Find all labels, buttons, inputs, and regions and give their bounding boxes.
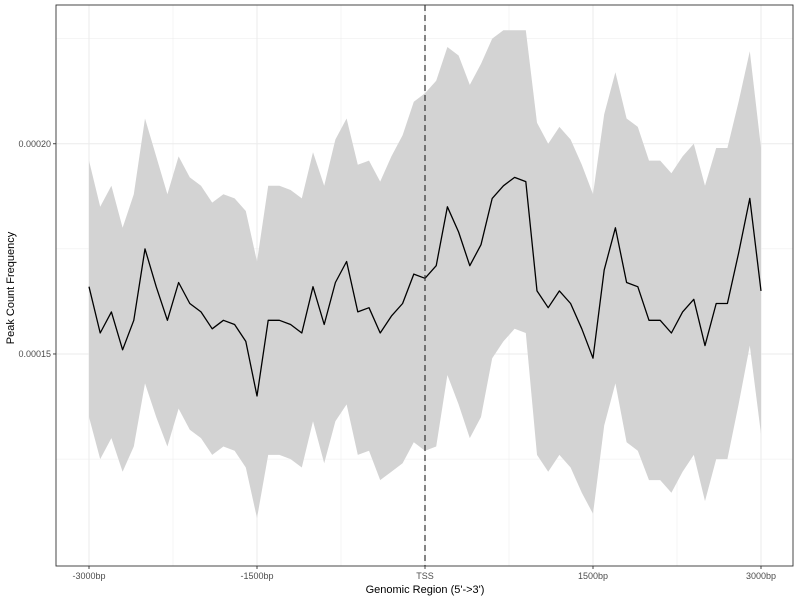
x-axis-title: Genomic Region (5'->3') bbox=[366, 584, 485, 596]
x-tick-label: -3000bp bbox=[72, 571, 105, 581]
x-tick-label: -1500bp bbox=[240, 571, 273, 581]
x-tick-label: 3000bp bbox=[746, 571, 776, 581]
x-tick-label: TSS bbox=[416, 571, 434, 581]
y-tick-label: 0.00020 bbox=[18, 139, 51, 149]
x-tick-label: 1500bp bbox=[578, 571, 608, 581]
axis-ticks: -3000bp -1500bp TSS 1500bp 3000bp 0.00015 0.00… bbox=[18, 139, 776, 581]
panel-border bbox=[55, 4, 794, 567]
y-axis-title: Peak Count Frequency bbox=[5, 231, 17, 344]
y-tick-label: 0.00015 bbox=[18, 349, 51, 359]
